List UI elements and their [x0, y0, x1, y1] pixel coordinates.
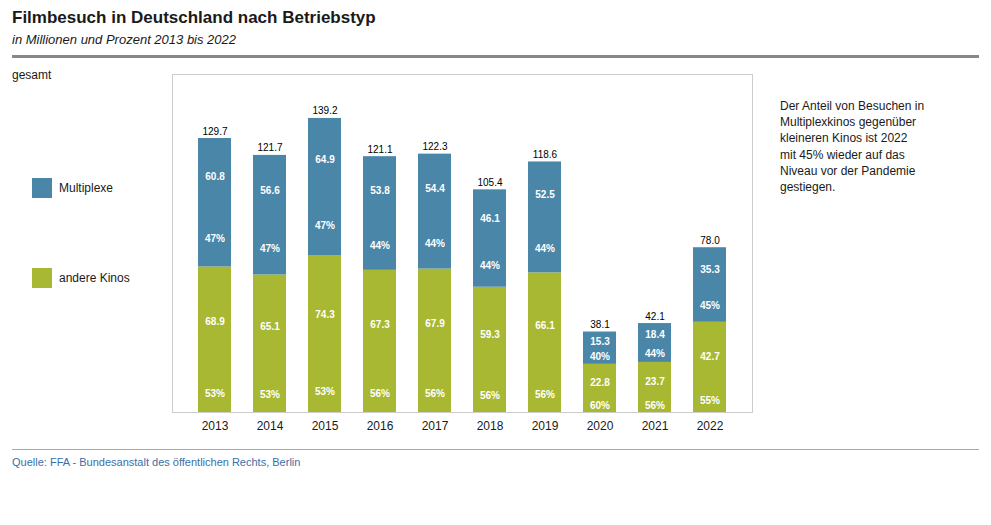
- svg-text:22.8: 22.8: [590, 377, 610, 388]
- svg-text:46.1: 46.1: [480, 213, 500, 224]
- html-text:Multiplexe: Multiplexe: [59, 181, 113, 195]
- svg-text:44%: 44%: [425, 238, 445, 249]
- html-text:Der Anteil von Besuchen in Mul: Der Anteil von Besuchen in Multiplexkino…: [780, 99, 925, 194]
- svg-text:65.1: 65.1: [260, 321, 280, 332]
- svg-text:56.6: 56.6: [260, 185, 280, 196]
- html-text:Quelle: FFA - Bundesanstalt de: Quelle: FFA - Bundesanstalt des öffentli…: [12, 456, 301, 468]
- svg-text:56%: 56%: [370, 388, 390, 399]
- svg-text:105.4: 105.4: [477, 177, 502, 188]
- svg-text:56%: 56%: [425, 388, 445, 399]
- svg-text:2021: 2021: [642, 419, 669, 433]
- html-text:Filmbesuch in Deutschland nach: Filmbesuch in Deutschland nach Betriebst…: [12, 8, 376, 27]
- svg-text:2018: 2018: [477, 419, 504, 433]
- svg-text:60.8: 60.8: [205, 171, 225, 182]
- svg-text:56%: 56%: [645, 400, 665, 411]
- svg-text:59.3: 59.3: [480, 329, 500, 340]
- svg-text:74.3: 74.3: [315, 309, 335, 320]
- svg-text:121.1: 121.1: [367, 144, 392, 155]
- svg-text:2022: 2022: [697, 419, 724, 433]
- svg-text:67.9: 67.9: [425, 318, 445, 329]
- svg-text:2017: 2017: [422, 419, 449, 433]
- svg-text:44%: 44%: [645, 348, 665, 359]
- svg-text:52.5: 52.5: [535, 189, 555, 200]
- svg-text:2019: 2019: [532, 419, 559, 433]
- html-text:in Millionen und Prozent 2013: in Millionen und Prozent 2013 bis 2022: [12, 32, 236, 47]
- svg-text:53.8: 53.8: [370, 185, 390, 196]
- svg-text:44%: 44%: [535, 243, 555, 254]
- svg-text:23.7: 23.7: [645, 376, 665, 387]
- svg-text:47%: 47%: [315, 220, 335, 231]
- html-text:gesamt: gesamt: [12, 68, 52, 82]
- svg-text:122.3: 122.3: [422, 141, 447, 152]
- svg-text:35.3: 35.3: [700, 264, 720, 275]
- svg-text:38.1: 38.1: [590, 319, 610, 330]
- svg-text:45%: 45%: [700, 300, 720, 311]
- svg-text:53%: 53%: [315, 386, 335, 397]
- svg-text:129.7: 129.7: [202, 126, 227, 137]
- svg-text:2013: 2013: [202, 419, 229, 433]
- svg-text:66.1: 66.1: [535, 320, 555, 331]
- html-text:andere Kinos: andere Kinos: [59, 271, 130, 285]
- svg-text:53%: 53%: [260, 389, 280, 400]
- svg-text:15.3: 15.3: [590, 336, 610, 347]
- svg-text:42.7: 42.7: [700, 351, 720, 362]
- svg-text:56%: 56%: [480, 390, 500, 401]
- svg-text:64.9: 64.9: [315, 154, 335, 165]
- svg-text:42.1: 42.1: [645, 311, 665, 322]
- svg-text:78.0: 78.0: [700, 235, 720, 246]
- svg-text:118.6: 118.6: [533, 149, 558, 160]
- svg-text:40%: 40%: [590, 351, 610, 362]
- svg-text:2015: 2015: [312, 419, 339, 433]
- svg-text:53%: 53%: [205, 388, 225, 399]
- svg-text:44%: 44%: [370, 240, 390, 251]
- svg-text:47%: 47%: [205, 233, 225, 244]
- svg-text:139.2: 139.2: [312, 105, 337, 116]
- svg-text:68.9: 68.9: [205, 316, 225, 327]
- svg-text:56%: 56%: [535, 389, 555, 400]
- svg-text:2020: 2020: [587, 419, 614, 433]
- svg-text:54.4: 54.4: [425, 183, 445, 194]
- svg-text:44%: 44%: [480, 260, 500, 271]
- svg-text:18.4: 18.4: [645, 329, 665, 340]
- svg-text:2016: 2016: [367, 419, 394, 433]
- svg-text:55%: 55%: [700, 395, 720, 406]
- svg-text:67.3: 67.3: [370, 319, 390, 330]
- svg-text:121.7: 121.7: [257, 142, 282, 153]
- svg-text:47%: 47%: [260, 243, 280, 254]
- svg-text:2014: 2014: [257, 419, 284, 433]
- svg-text:60%: 60%: [590, 400, 610, 411]
